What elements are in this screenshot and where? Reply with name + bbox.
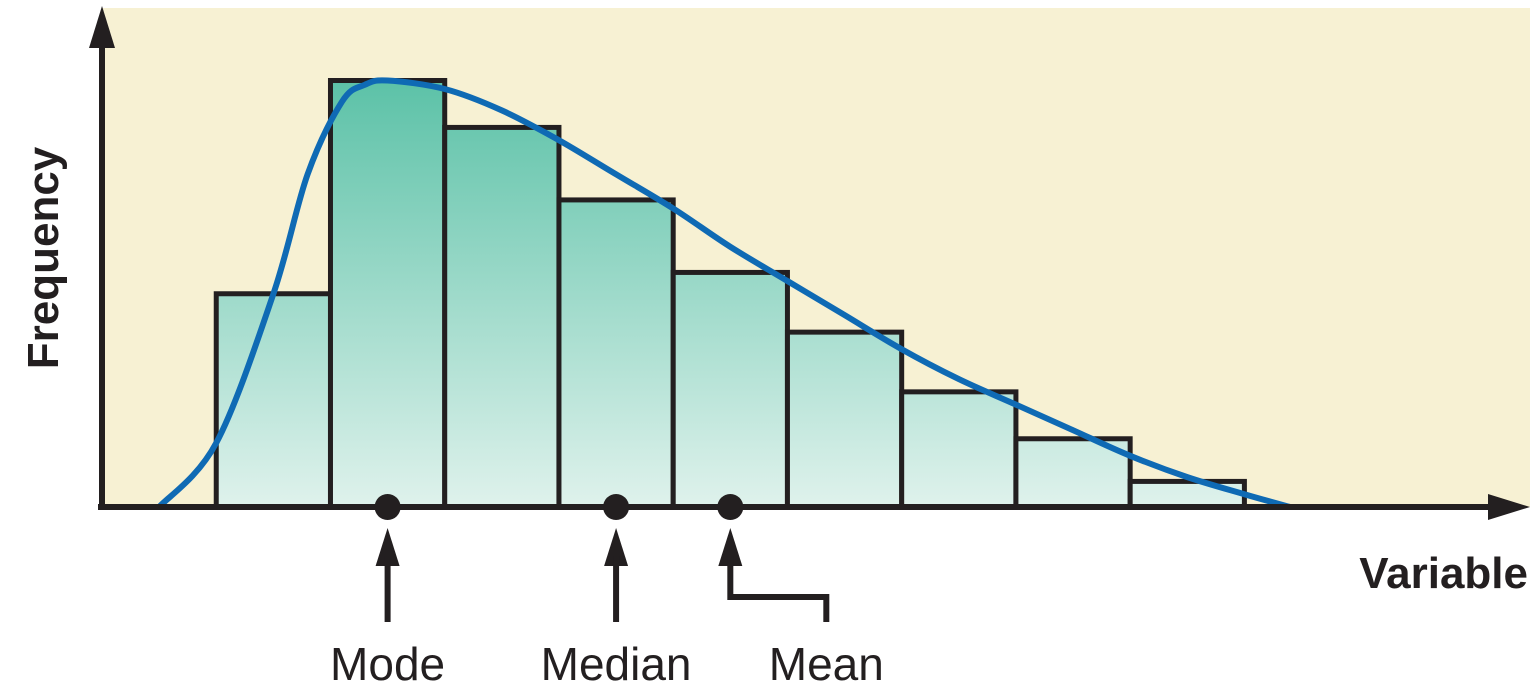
x-axis-title: Variable xyxy=(1359,549,1528,598)
mode-dot xyxy=(374,494,401,520)
distribution-curve xyxy=(156,77,1294,510)
y-axis-title: Frequency xyxy=(19,146,68,369)
median-marker: Median xyxy=(541,494,692,689)
median-arrow-icon xyxy=(604,528,629,566)
histogram-bar-7 xyxy=(899,389,1019,510)
mode-arrow-icon xyxy=(375,528,400,566)
mode-label: Mode xyxy=(330,638,445,689)
statistic-markers: Mode Median Mean xyxy=(330,494,884,689)
mode-marker: Mode xyxy=(330,494,445,689)
mean-pointer-line xyxy=(727,556,830,622)
axes xyxy=(89,6,1530,520)
median-dot xyxy=(603,494,630,520)
histogram-bar-5 xyxy=(670,269,790,510)
mean-label: Mean xyxy=(769,638,884,689)
histogram-bar-6 xyxy=(784,329,905,510)
histogram-bar-9 xyxy=(1127,478,1247,510)
x-axis-arrow-icon xyxy=(1488,494,1530,520)
y-axis-arrow-icon xyxy=(89,6,115,48)
mean-marker: Mean xyxy=(717,494,884,689)
histogram-bar-3 xyxy=(442,124,562,510)
histogram-bar-4 xyxy=(556,197,676,510)
mean-dot xyxy=(717,494,744,520)
mean-arrow-icon xyxy=(718,528,743,566)
histogram-bar-2 xyxy=(327,78,448,510)
median-label: Median xyxy=(541,638,692,689)
